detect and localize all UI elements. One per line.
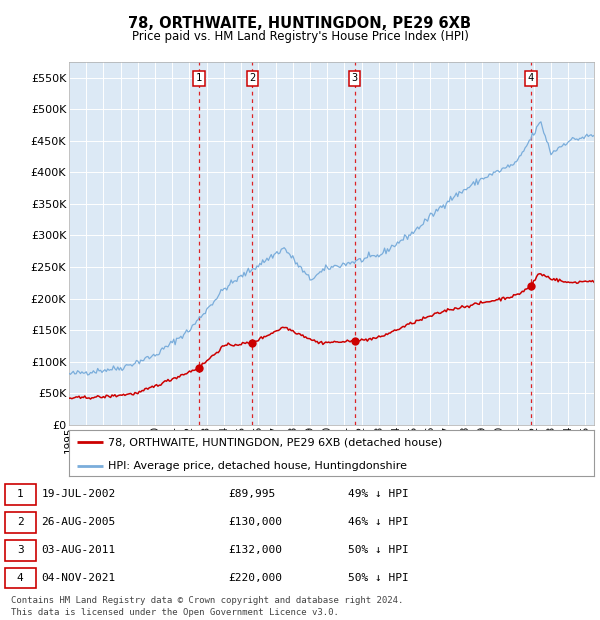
Text: 4: 4: [528, 73, 534, 83]
Text: £89,995: £89,995: [229, 489, 276, 500]
Text: 1: 1: [196, 73, 202, 83]
Text: Price paid vs. HM Land Registry's House Price Index (HPI): Price paid vs. HM Land Registry's House …: [131, 30, 469, 43]
FancyBboxPatch shape: [5, 568, 35, 588]
Text: 4: 4: [17, 573, 23, 583]
Text: 19-JUL-2002: 19-JUL-2002: [41, 489, 116, 500]
Text: 78, ORTHWAITE, HUNTINGDON, PE29 6XB: 78, ORTHWAITE, HUNTINGDON, PE29 6XB: [128, 16, 472, 30]
FancyBboxPatch shape: [5, 512, 35, 533]
Text: 2: 2: [249, 73, 256, 83]
Text: 1: 1: [17, 489, 23, 500]
Text: £220,000: £220,000: [229, 573, 283, 583]
Text: This data is licensed under the Open Government Licence v3.0.: This data is licensed under the Open Gov…: [11, 608, 338, 617]
Text: 50% ↓ HPI: 50% ↓ HPI: [347, 573, 408, 583]
Text: 46% ↓ HPI: 46% ↓ HPI: [347, 517, 408, 528]
Text: 49% ↓ HPI: 49% ↓ HPI: [347, 489, 408, 500]
Text: 2: 2: [17, 517, 23, 528]
Text: HPI: Average price, detached house, Huntingdonshire: HPI: Average price, detached house, Hunt…: [109, 461, 407, 471]
Text: 03-AUG-2011: 03-AUG-2011: [41, 545, 116, 556]
Text: 78, ORTHWAITE, HUNTINGDON, PE29 6XB (detached house): 78, ORTHWAITE, HUNTINGDON, PE29 6XB (det…: [109, 437, 443, 447]
Text: 3: 3: [352, 73, 358, 83]
Text: Contains HM Land Registry data © Crown copyright and database right 2024.: Contains HM Land Registry data © Crown c…: [11, 596, 403, 606]
Text: 04-NOV-2021: 04-NOV-2021: [41, 573, 116, 583]
Text: 26-AUG-2005: 26-AUG-2005: [41, 517, 116, 528]
Text: £130,000: £130,000: [229, 517, 283, 528]
Text: 3: 3: [17, 545, 23, 556]
FancyBboxPatch shape: [5, 540, 35, 560]
Text: 50% ↓ HPI: 50% ↓ HPI: [347, 545, 408, 556]
FancyBboxPatch shape: [5, 484, 35, 505]
Text: £132,000: £132,000: [229, 545, 283, 556]
